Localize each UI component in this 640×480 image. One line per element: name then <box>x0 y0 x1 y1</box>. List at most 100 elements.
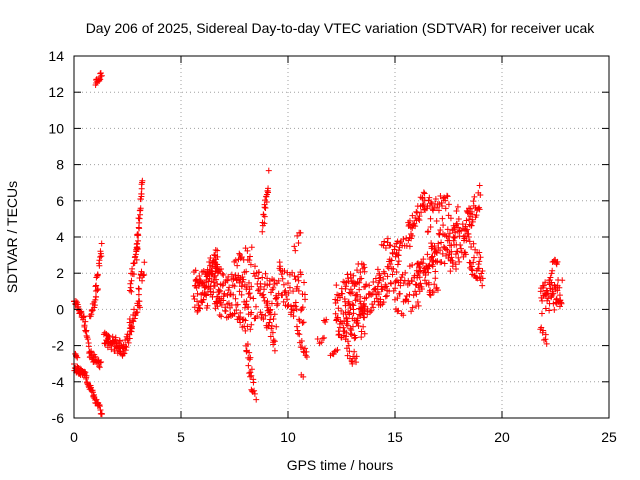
data-point <box>449 257 456 264</box>
data-point <box>292 247 299 254</box>
data-point <box>425 197 432 204</box>
data-point <box>136 304 143 311</box>
data-point <box>468 244 475 251</box>
data-point <box>434 258 441 265</box>
data-point <box>285 302 292 309</box>
data-point <box>348 358 355 365</box>
data-point <box>201 279 208 286</box>
data-point <box>350 272 357 279</box>
data-point <box>352 334 359 341</box>
data-point <box>360 261 367 268</box>
data-point <box>445 255 452 262</box>
data-point <box>219 270 226 277</box>
data-point <box>127 284 134 291</box>
data-point <box>88 311 95 318</box>
data-point <box>360 310 367 317</box>
data-point <box>340 278 347 285</box>
data-point <box>254 313 261 320</box>
data-point <box>96 76 103 83</box>
data-point <box>93 396 100 403</box>
data-point <box>334 297 341 304</box>
data-point <box>93 282 100 289</box>
data-point <box>416 263 423 270</box>
data-point <box>299 319 306 326</box>
data-point <box>545 295 552 302</box>
data-point <box>261 204 268 211</box>
data-point <box>224 292 231 299</box>
data-point <box>346 309 353 316</box>
data-point <box>383 283 390 290</box>
data-point <box>239 274 246 281</box>
data-point <box>243 298 250 305</box>
data-point <box>406 291 413 298</box>
data-point <box>248 366 255 373</box>
data-point <box>262 204 269 211</box>
data-point <box>83 332 90 339</box>
data-point <box>468 263 475 270</box>
data-point <box>323 316 330 323</box>
data-point <box>122 347 129 354</box>
data-point <box>297 271 304 278</box>
data-point <box>467 205 474 212</box>
data-point <box>136 225 143 232</box>
data-point <box>129 265 136 272</box>
data-point <box>80 313 87 320</box>
data-point <box>214 303 221 310</box>
data-point <box>216 312 223 319</box>
data-point <box>476 258 483 265</box>
data-point <box>408 308 415 315</box>
data-point <box>131 271 138 278</box>
chart-title: Day 206 of 2025, Sidereal Day-to-day VTE… <box>86 20 596 36</box>
data-point <box>248 372 255 379</box>
data-point <box>454 203 461 210</box>
y-tick-label: 6 <box>56 193 64 209</box>
data-point <box>135 291 142 298</box>
data-point <box>468 208 475 215</box>
data-point <box>355 322 362 329</box>
data-point <box>212 247 219 254</box>
data-point <box>347 290 354 297</box>
data-point <box>92 296 99 303</box>
data-point <box>231 283 238 290</box>
data-point <box>380 299 387 306</box>
data-point <box>246 253 253 260</box>
data-point <box>360 323 367 330</box>
data-point <box>451 234 458 241</box>
x-axis-label: GPS time / hours <box>287 457 394 473</box>
data-point <box>396 290 403 297</box>
data-point <box>549 291 556 298</box>
data-point <box>448 248 455 255</box>
data-point <box>75 303 82 310</box>
data-point <box>539 297 546 304</box>
data-point <box>413 291 420 298</box>
data-point <box>479 268 486 275</box>
data-point <box>367 309 374 316</box>
data-point <box>117 338 124 345</box>
data-point <box>264 302 271 309</box>
data-point <box>356 286 363 293</box>
data-point <box>295 274 302 280</box>
y-tick-label: -2 <box>52 338 65 354</box>
data-point <box>139 277 146 284</box>
data-point <box>450 237 457 244</box>
data-point <box>550 290 557 297</box>
data-point <box>350 306 357 313</box>
data-point <box>303 348 310 355</box>
data-point <box>361 314 368 321</box>
data-point <box>242 327 249 334</box>
data-point <box>247 326 254 333</box>
data-point <box>194 308 201 315</box>
data-point <box>222 308 229 315</box>
x-tick-label: 20 <box>494 429 510 445</box>
data-point <box>475 265 482 272</box>
data-point <box>128 323 135 330</box>
data-point <box>138 268 145 275</box>
data-point <box>433 218 440 225</box>
data-point <box>259 228 266 235</box>
data-point <box>388 280 395 287</box>
data-point <box>353 353 360 360</box>
data-point <box>294 283 301 290</box>
data-point <box>241 304 248 311</box>
data-point <box>473 274 480 281</box>
data-point <box>443 246 450 253</box>
